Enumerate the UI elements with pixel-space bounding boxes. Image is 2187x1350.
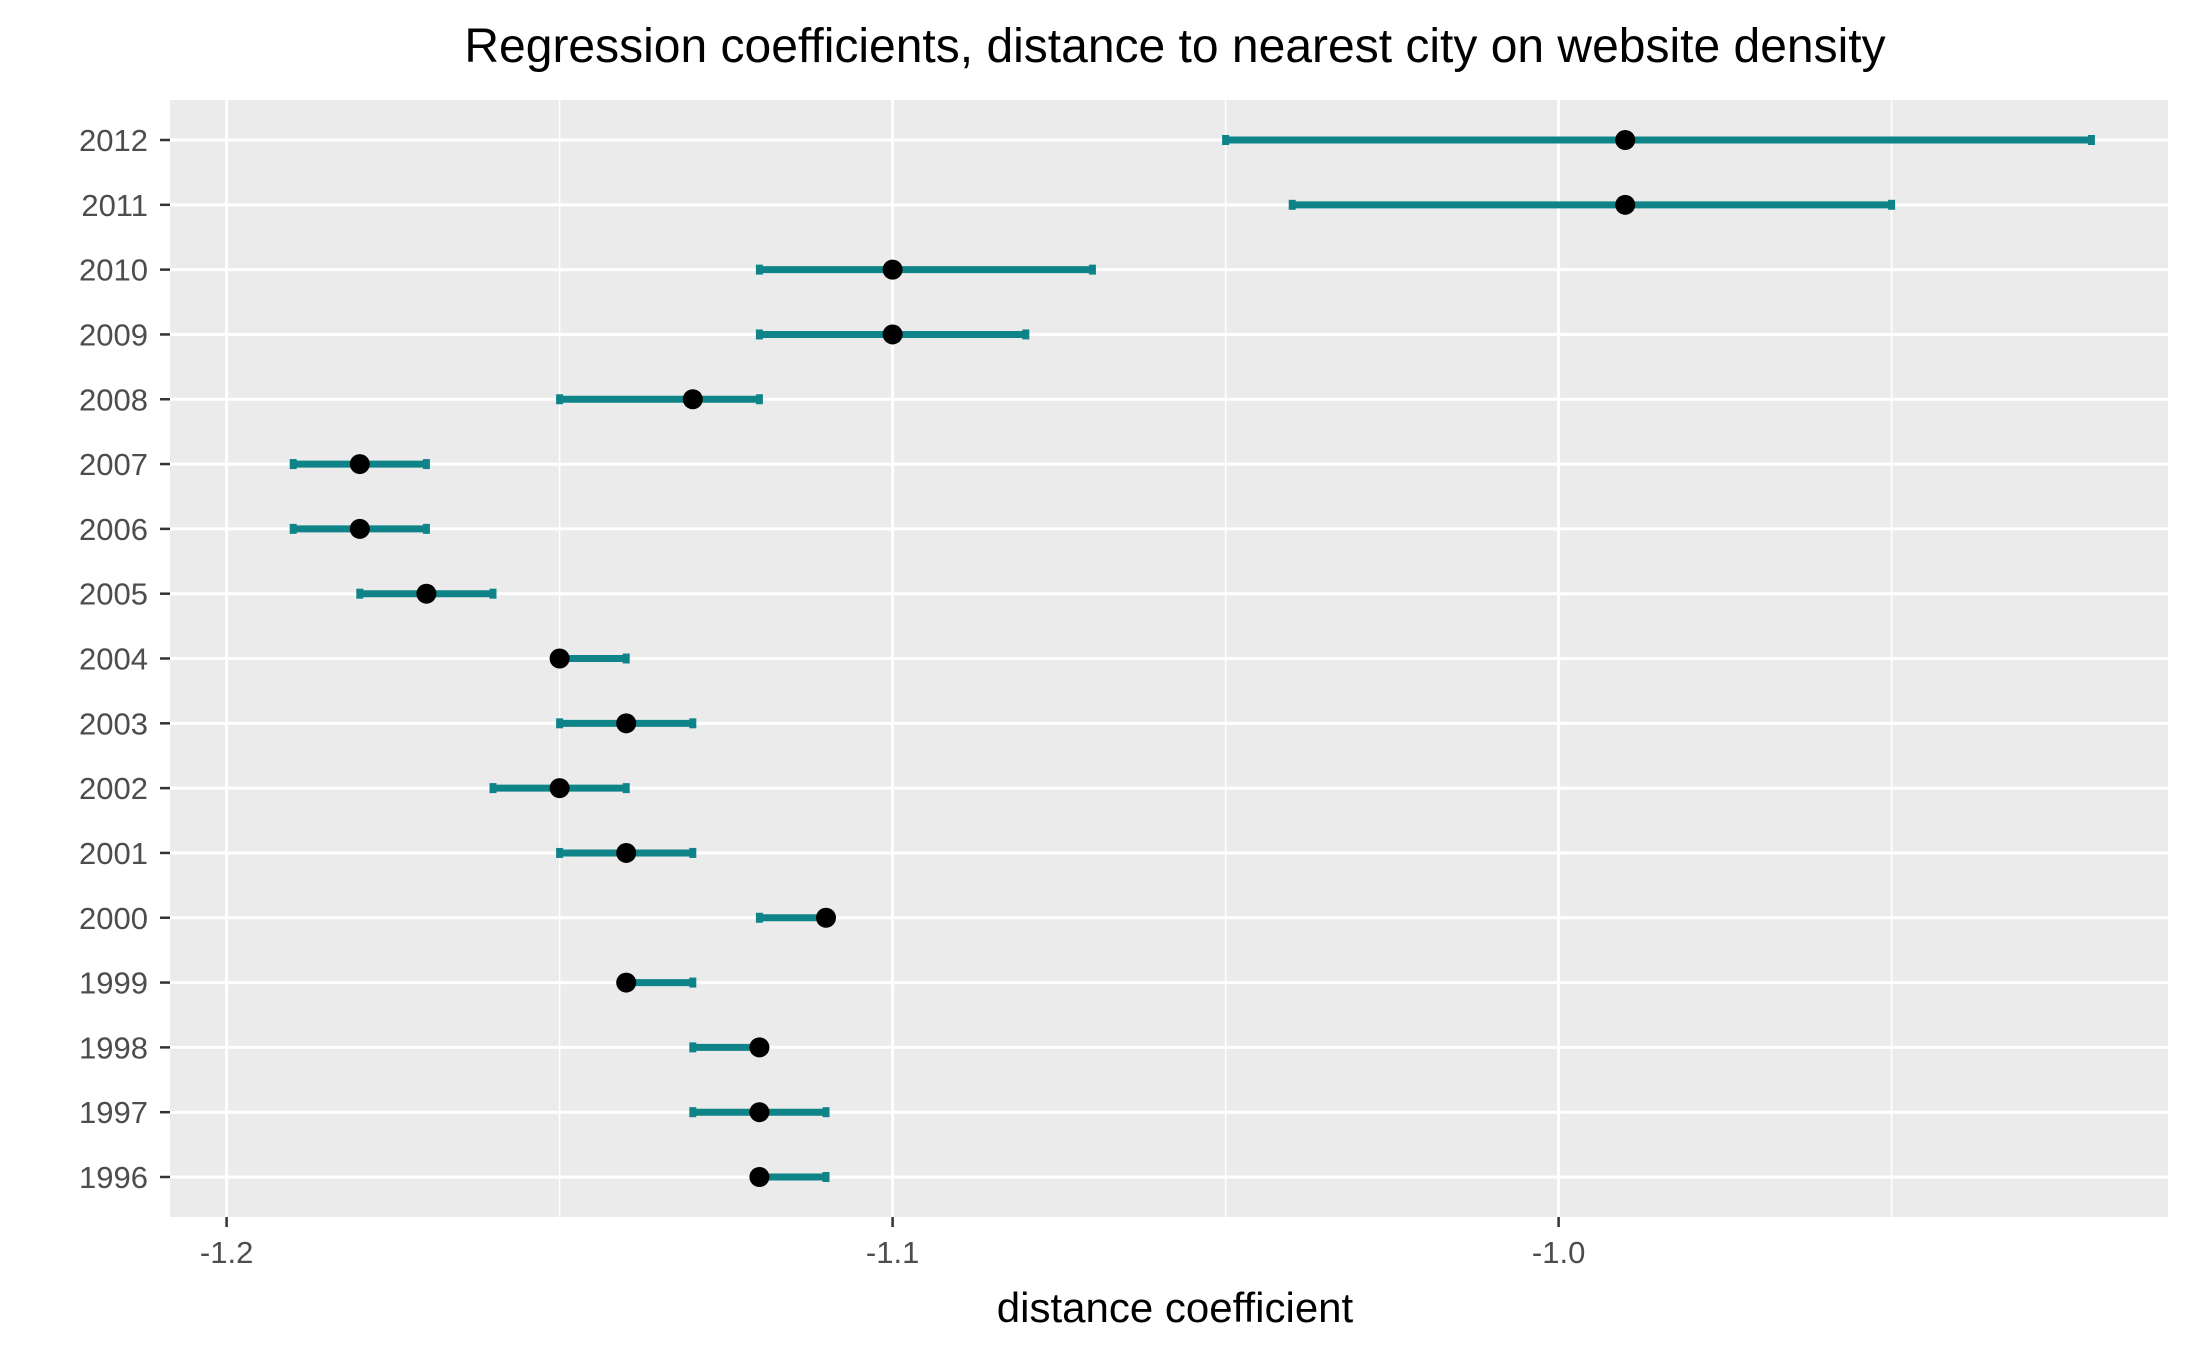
x-tick-label: -1.0 (1532, 1235, 1585, 1270)
y-tick-label: 2007 (79, 447, 148, 482)
y-tick-label: 1997 (79, 1095, 148, 1130)
point-estimate-1999 (616, 972, 637, 993)
point-estimate-2005 (416, 583, 437, 604)
x-tick-label: -1.1 (866, 1235, 919, 1270)
point-estimate-2012 (1615, 130, 1636, 150)
point-estimate-2007 (349, 454, 370, 475)
point-estimate-2010 (882, 259, 903, 280)
point-estimate-1997 (749, 1102, 770, 1123)
x-axis: -1.2 -1.1 -1.0 (200, 1217, 1585, 1270)
y-axis: 1996 1997 1998 1999 2000 2001 2002 2003 2004 2005… (79, 123, 170, 1195)
y-tick-label: 1999 (79, 966, 148, 1001)
point-estimate-2011 (1615, 194, 1636, 215)
point-estimate-2009 (882, 324, 903, 345)
point-estimate-1998 (749, 1037, 770, 1058)
errorbar-layer (289, 135, 2095, 1182)
point-estimate-2002 (549, 778, 570, 799)
point-estimate-2003 (616, 713, 637, 734)
point-estimate-2008 (682, 389, 703, 410)
point-estimate-1996 (749, 1167, 770, 1187)
y-tick-label: 1998 (79, 1030, 148, 1065)
point-estimate-2006 (349, 518, 370, 539)
grid-lines (170, 100, 2168, 1217)
y-tick-label: 2006 (79, 512, 148, 547)
chart-title: Regression coefficients, distance to nea… (464, 20, 1885, 73)
y-tick-label: 2001 (79, 836, 148, 871)
point-layer (349, 130, 1636, 1187)
y-tick-label: 2004 (79, 642, 148, 677)
point-estimate-2000 (816, 907, 837, 928)
point-estimate-2004 (549, 648, 570, 669)
y-tick-label: 2002 (79, 771, 148, 806)
y-tick-label: 2003 (79, 706, 148, 741)
y-tick-label: 2009 (79, 317, 148, 352)
point-estimate-2001 (616, 842, 637, 863)
y-tick-label: 2010 (79, 253, 148, 288)
y-tick-label: 2011 (81, 188, 148, 223)
y-tick-label: 2000 (79, 901, 148, 936)
x-tick-label: -1.2 (200, 1235, 253, 1270)
y-tick-label: 2005 (79, 577, 148, 612)
y-tick-label: 2012 (79, 123, 148, 158)
y-tick-label: 2008 (79, 382, 148, 417)
x-axis-title: distance coefficient (997, 1284, 1354, 1331)
y-tick-label: 1996 (79, 1160, 148, 1195)
